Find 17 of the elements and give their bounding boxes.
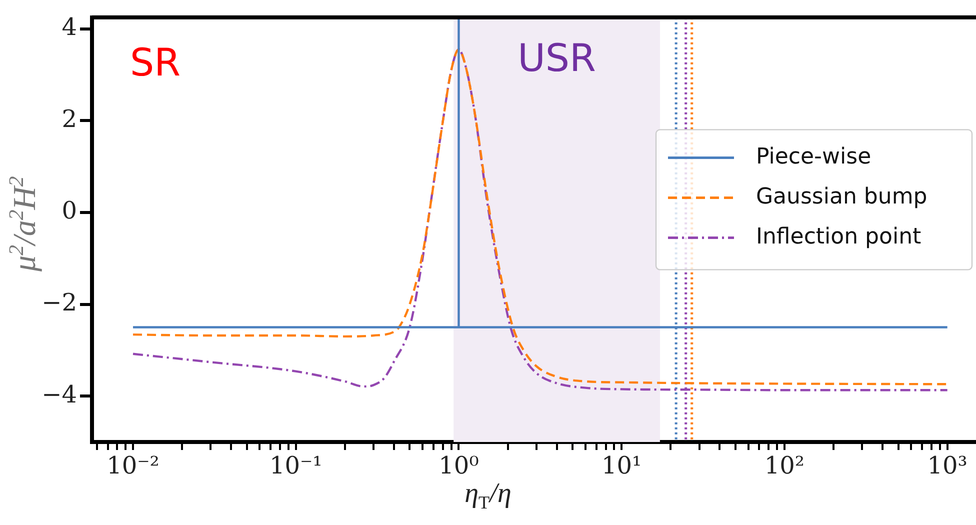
annotation: SR (130, 40, 181, 84)
band-label: USR (518, 36, 596, 80)
legend-label: Gaussian bump (756, 184, 928, 210)
x-tick-label: 10⁻¹ (269, 452, 322, 480)
y-tick-label: 0 (62, 196, 77, 225)
legend-label: Inflection point (756, 224, 922, 250)
y-tick-label: 4 (62, 13, 77, 42)
x-tick-label: 10³ (927, 452, 968, 480)
x-tick-label: 10¹ (602, 452, 642, 480)
y-tick-label: −2 (42, 288, 77, 317)
x-axis-title: η$_{T}$/η (464, 478, 512, 514)
x-tick-label: 10⁰ (438, 452, 479, 480)
x-tick-label: 10² (764, 452, 805, 480)
legend-label: Piece-wise (756, 144, 872, 170)
y-tick-label: 2 (62, 104, 77, 133)
y-tick-label: −4 (42, 380, 77, 408)
x-tick-label: 10⁻² (106, 452, 160, 480)
